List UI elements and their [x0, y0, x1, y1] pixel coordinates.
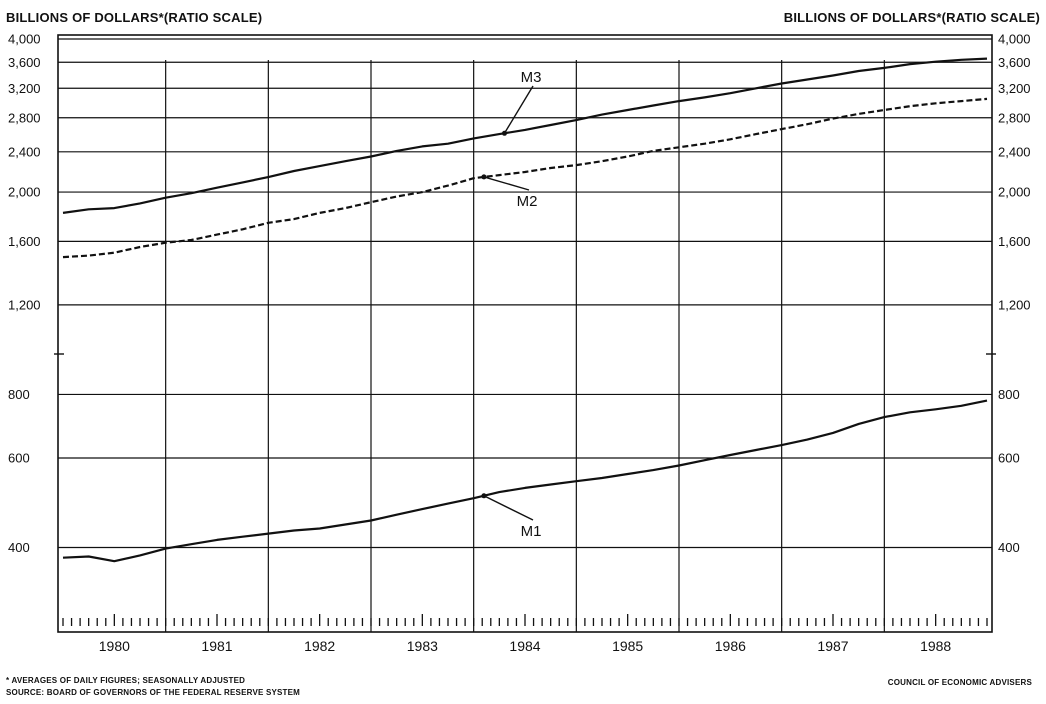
- leader-m2: [483, 176, 530, 191]
- y-tick-label-right-2400: 2,400: [998, 144, 1031, 159]
- y-tick-label-left-3600: 3,600: [8, 55, 41, 70]
- source-note: SOURCE: BOARD OF GOVERNORS OF THE FEDERA…: [6, 688, 301, 697]
- y-tick-labels-right: 400 600 800 1,200 1,600 2,000 2,400 2,800 3,200 3…: [998, 32, 1031, 556]
- x-tick-label-1981: 1981: [201, 638, 232, 654]
- y-tick-label-left-2800: 2,800: [8, 110, 41, 125]
- y-tick-label-right-2000: 2,000: [998, 185, 1031, 200]
- series-label-m2: M2: [517, 193, 538, 210]
- x-tick-label-1986: 1986: [715, 638, 746, 654]
- leader-tip-m3: [501, 130, 507, 136]
- series-line-m1: [62, 399, 988, 563]
- x-tick-label-1983: 1983: [407, 638, 438, 654]
- x-tick-label-1985: 1985: [612, 638, 643, 654]
- x-tick-label-1987: 1987: [817, 638, 848, 654]
- series-label-m3: M3: [521, 69, 542, 86]
- y-tick-label-left-800: 800: [8, 387, 30, 402]
- x-tick-labels: 1980 1981 1982 1983 1984 1985 1986 1987 1988: [99, 638, 952, 654]
- leader-tip-m1: [481, 493, 487, 499]
- series-line-m3: [62, 57, 988, 214]
- y-tick-label-right-4000: 4,000: [998, 32, 1031, 47]
- x-tick-label-1988: 1988: [920, 638, 951, 654]
- y-tick-label-right-600: 600: [998, 450, 1020, 465]
- y-tick-label-left-4000: 4,000: [8, 32, 41, 47]
- x-tick-label-1984: 1984: [509, 638, 540, 654]
- month-ticks: [62, 614, 988, 626]
- y-tick-label-right-400: 400: [998, 540, 1020, 555]
- footnote: * AVERAGES OF DAILY FIGURES; SEASONALLY …: [6, 676, 246, 685]
- y-tick-label-right-3200: 3,200: [998, 81, 1031, 96]
- leader-tip-m2: [481, 174, 487, 180]
- y-tick-labels-left: 400 600 800 1,200 1,600 2,000 2,400 2,800 3,200 3…: [8, 32, 41, 556]
- y-tick-label-right-2800: 2,800: [998, 110, 1031, 125]
- series-labels: M3 M2 M1: [481, 69, 541, 540]
- leader-m1: [483, 495, 534, 521]
- y-tick-label-right-3600: 3,600: [998, 55, 1031, 70]
- y-tick-label-left-2400: 2,400: [8, 144, 41, 159]
- x-tick-label-1982: 1982: [304, 638, 335, 654]
- series-line-m2: [62, 97, 988, 259]
- y-tick-label-left-3200: 3,200: [8, 81, 41, 96]
- series-label-m1: M1: [521, 523, 542, 540]
- plot-frame: [57, 34, 993, 633]
- y-tick-label-left-600: 600: [8, 450, 30, 465]
- y-tick-label-left-400: 400: [8, 540, 30, 555]
- y-tick-label-right-1600: 1,600: [998, 234, 1031, 249]
- credit-note: COUNCIL OF ECONOMIC ADVISERS: [887, 678, 1032, 687]
- x-tick-label-1980: 1980: [99, 638, 130, 654]
- series-lines: [62, 57, 988, 563]
- y-tick-label-left-1600: 1,600: [8, 234, 41, 249]
- y-tick-label-right-800: 800: [998, 387, 1020, 402]
- y-axis-title-right: BILLIONS OF DOLLARS*(RATIO SCALE): [783, 10, 1040, 25]
- vertical-gridlines: [165, 60, 885, 632]
- leader-m3: [503, 85, 534, 134]
- y-axis-title-left: BILLIONS OF DOLLARS*(RATIO SCALE): [6, 10, 263, 25]
- y-tick-label-right-1200: 1,200: [998, 297, 1031, 312]
- y-tick-label-left-2000: 2,000: [8, 185, 41, 200]
- y-tick-label-left-1200: 1,200: [8, 297, 41, 312]
